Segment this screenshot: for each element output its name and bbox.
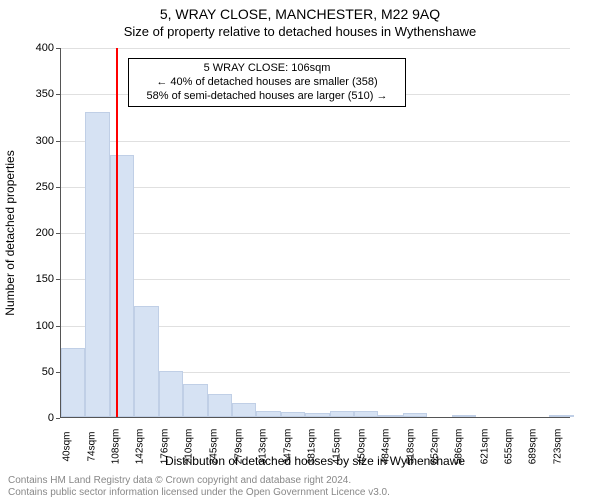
x-tick-label: 484sqm: [381, 429, 392, 465]
histogram-bar: [110, 155, 134, 417]
y-tick-mark: [56, 141, 60, 142]
y-tick-mark: [56, 326, 60, 327]
histogram-bar: [134, 306, 158, 417]
histogram-bar: [232, 403, 256, 417]
histogram-bar: [256, 411, 280, 417]
x-tick-label: 689sqm: [528, 429, 539, 465]
x-tick-label: 552sqm: [429, 429, 440, 465]
y-tick-label: 250: [36, 181, 54, 193]
histogram-bar: [208, 394, 232, 417]
callout-line-2: ← 40% of detached houses are smaller (35…: [135, 76, 399, 90]
x-tick-label: 450sqm: [356, 429, 367, 465]
histogram-bar: [305, 413, 329, 417]
reference-callout: 5 WRAY CLOSE: 106sqm ← 40% of detached h…: [128, 58, 406, 107]
gridline: [61, 48, 570, 49]
address-title: 5, WRAY CLOSE, MANCHESTER, M22 9AQ: [0, 6, 600, 22]
y-tick-label: 300: [36, 135, 54, 147]
y-tick-mark: [56, 372, 60, 373]
y-tick-label: 350: [36, 88, 54, 100]
chart-subtitle: Size of property relative to detached ho…: [0, 24, 600, 39]
x-tick-label: 655sqm: [503, 429, 514, 465]
x-tick-label: 415sqm: [331, 429, 342, 465]
footer-copyright-2: Contains public sector information licen…: [8, 487, 390, 498]
y-tick-mark: [56, 233, 60, 234]
x-tick-label: 723sqm: [552, 429, 563, 465]
y-tick-label: 100: [36, 320, 54, 332]
x-tick-label: 210sqm: [184, 429, 195, 465]
y-tick-mark: [56, 279, 60, 280]
histogram-bar: [452, 415, 476, 417]
x-tick-label: 108sqm: [111, 429, 122, 465]
reference-line: [116, 48, 118, 417]
x-tick-label: 176sqm: [159, 429, 170, 465]
gridline: [61, 233, 570, 234]
footer-copyright-1: Contains HM Land Registry data © Crown c…: [8, 475, 351, 486]
histogram-bar: [281, 412, 305, 417]
gridline: [61, 187, 570, 188]
histogram-bar: [330, 411, 354, 417]
y-tick-mark: [56, 418, 60, 419]
x-tick-label: 313sqm: [258, 429, 269, 465]
x-tick-label: 518sqm: [405, 429, 416, 465]
x-tick-label: 347sqm: [282, 429, 293, 465]
gridline: [61, 279, 570, 280]
histogram-bar: [183, 384, 207, 417]
y-tick-mark: [56, 94, 60, 95]
histogram-bar: [403, 413, 427, 417]
x-tick-label: 381sqm: [307, 429, 318, 465]
y-tick-label: 0: [48, 412, 54, 424]
x-tick-label: 279sqm: [233, 429, 244, 465]
histogram-bar: [354, 411, 378, 417]
y-tick-mark: [56, 187, 60, 188]
histogram-bar: [61, 348, 85, 417]
y-tick-label: 400: [36, 42, 54, 54]
y-axis-label: Number of detached properties: [3, 150, 17, 315]
histogram-bar: [378, 415, 402, 417]
x-tick-label: 621sqm: [479, 429, 490, 465]
callout-line-3: 58% of semi-detached houses are larger (…: [135, 90, 399, 104]
x-tick-label: 74sqm: [86, 431, 97, 461]
histogram-bar: [549, 415, 573, 417]
gridline: [61, 141, 570, 142]
histogram-bar: [159, 371, 183, 417]
x-tick-label: 586sqm: [454, 429, 465, 465]
callout-line-1: 5 WRAY CLOSE: 106sqm: [135, 62, 399, 76]
x-tick-label: 245sqm: [209, 429, 220, 465]
x-tick-label: 142sqm: [135, 429, 146, 465]
y-tick-label: 50: [42, 366, 54, 378]
x-tick-label: 40sqm: [62, 431, 73, 461]
histogram-bar: [85, 112, 109, 417]
y-tick-label: 150: [36, 273, 54, 285]
y-tick-mark: [56, 48, 60, 49]
y-tick-label: 200: [36, 227, 54, 239]
